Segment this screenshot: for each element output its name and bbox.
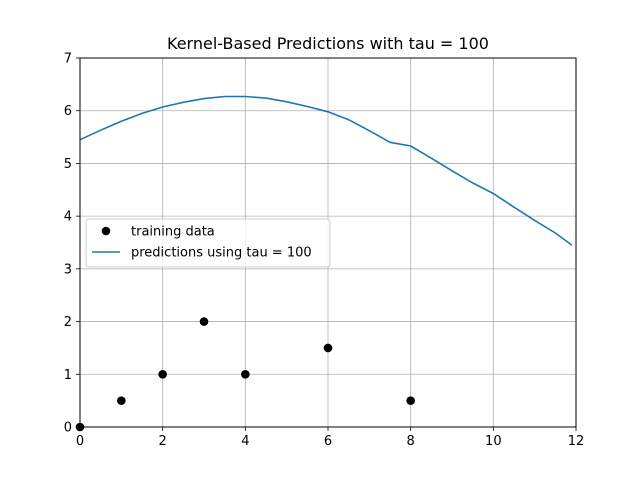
training-data-point [241,369,250,379]
x-tick-label: 4 [241,434,249,449]
training-data-point [323,343,333,353]
legend-box [85,218,331,268]
y-tick-label: 7 [64,52,72,67]
x-tick-label: 12 [568,434,585,449]
training-data-point [199,317,209,326]
training-data-point [117,396,126,405]
x-tick-label: 6 [324,434,332,449]
legend-marker-training-data [101,226,111,236]
plot-area [75,95,573,432]
y-tick-label: 3 [64,262,72,277]
training-data-point [158,369,167,379]
prediction-line [79,95,573,246]
chart-title: Kernel-Based Predictions with tau = 100 [167,34,489,53]
y-tick-label: 0 [64,421,72,436]
legend-label: predictions using tau = 100 [131,246,312,261]
x-tick-label: 10 [485,434,502,449]
y-tick-label: 5 [64,157,72,172]
training-data-point [406,396,415,405]
grid [79,57,577,428]
x-tick-label: 0 [76,434,84,449]
y-tick-label: 2 [64,315,72,330]
x-tick-label: 8 [407,434,415,449]
y-tick-label: 1 [64,368,72,383]
legend-label: training data [131,225,215,240]
x-tick-label: 2 [159,434,167,449]
y-tick-label: 6 [64,104,72,119]
legend: training data predictions using tau = 100 [85,218,331,268]
y-tick-label: 4 [64,210,72,225]
